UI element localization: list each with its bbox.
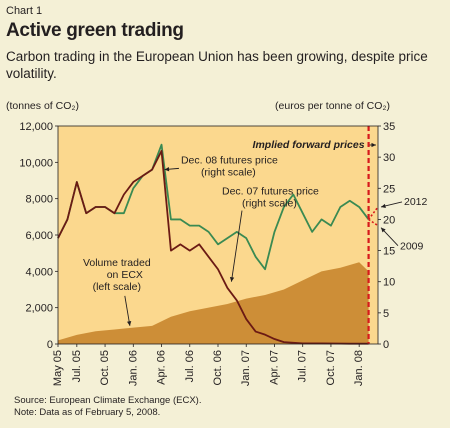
x-tick-label: Oct. 07	[325, 350, 337, 385]
right-tick-label: 35	[383, 121, 395, 133]
forward-2012-arrow-head	[381, 203, 386, 209]
chart-title: Active green trading	[6, 20, 184, 41]
volume-area	[58, 262, 369, 344]
x-tick-label: Apr. 07	[268, 350, 280, 385]
x-tick-label: Jul. 06	[184, 350, 196, 382]
left-tick-label: 2,000	[25, 303, 53, 315]
x-tick-label: Jul. 07	[297, 350, 309, 382]
dec08-label-line: Dec. 08 futures price	[181, 154, 278, 166]
dec08-arrow-head	[164, 167, 170, 172]
dec07-label-line: Dec. 07 futures price	[222, 186, 319, 198]
forward-2009-line	[368, 218, 379, 227]
left-tick-label: 6,000	[25, 230, 53, 242]
x-tick-label: Jul. 05	[71, 350, 83, 382]
implied-forward-prices-label: Implied forward prices	[253, 139, 365, 151]
volume-label-line: (left scale)	[93, 281, 141, 293]
volume-label-line: on ECX	[107, 269, 143, 281]
dec07-arrow-head	[229, 276, 235, 282]
right-axis-unit: (euros per tonne of CO₂)	[275, 100, 390, 112]
dec07-arrow	[230, 210, 243, 282]
dec07-label-line: (right scale)	[242, 198, 297, 210]
dec07-price-line	[57, 150, 369, 345]
forward-2009-label: 2009	[400, 241, 424, 253]
x-tick-label: Apr. 06	[156, 350, 168, 385]
x-tick-label: Jan. 08	[353, 350, 365, 386]
chart-subtitle: Carbon trading in the European Union has…	[6, 49, 428, 81]
right-tick-label: 10	[383, 277, 395, 289]
forward-2012-label: 2012	[404, 196, 428, 208]
left-axis-unit: (tonnes of CO₂)	[6, 100, 79, 112]
left-tick-label: 4,000	[25, 266, 53, 278]
dec08-label-line: (right scale)	[201, 166, 256, 178]
x-tick-label: Jan. 07	[240, 350, 252, 386]
right-tick-label: 25	[383, 183, 395, 195]
forward-2009-arrow-head	[381, 227, 386, 233]
axis-layer: 0 2,000 4,000 6,000 8,000 10,000 12,000 0 5 10 15 2…	[19, 121, 395, 386]
x-tick-label: May 05	[52, 350, 64, 386]
right-tick-label: 30	[383, 152, 395, 164]
x-tick-label: Oct. 05	[99, 350, 111, 385]
left-tick-label: 12,000	[19, 121, 53, 133]
right-tick-label: 20	[383, 214, 395, 226]
left-tick-label: 0	[47, 339, 53, 351]
x-tick-label: Oct. 06	[212, 350, 224, 385]
forward-2012-line	[367, 206, 379, 220]
right-tick-label: 5	[383, 308, 389, 320]
volume-layer	[58, 262, 369, 344]
source-note: Source: European Climate Exchange (ECX).	[14, 395, 202, 406]
left-tick-label: 8,000	[25, 194, 53, 206]
volume-arrow	[124, 295, 131, 326]
implied-forward-arrow-head	[371, 142, 376, 148]
x-tick-label: Jan. 06	[127, 350, 139, 386]
right-tick-label: 15	[383, 246, 395, 258]
volume-label-line: Volume traded	[83, 257, 151, 269]
price-lines-layer	[57, 143, 370, 345]
data-note: Note: Data as of February 5, 2008.	[14, 407, 161, 418]
chart-number: Chart 1	[6, 5, 43, 17]
footer: Source: European Climate Exchange (ECX).…	[14, 395, 201, 419]
annotation-layer: Implied forward prices 2012 2009 Dec. 08 fu…	[83, 139, 428, 326]
volume-arrow-head	[126, 321, 132, 326]
right-tick-label: 0	[383, 339, 389, 351]
left-tick-label: 10,000	[19, 157, 53, 169]
forward-prices-layer	[367, 126, 379, 344]
